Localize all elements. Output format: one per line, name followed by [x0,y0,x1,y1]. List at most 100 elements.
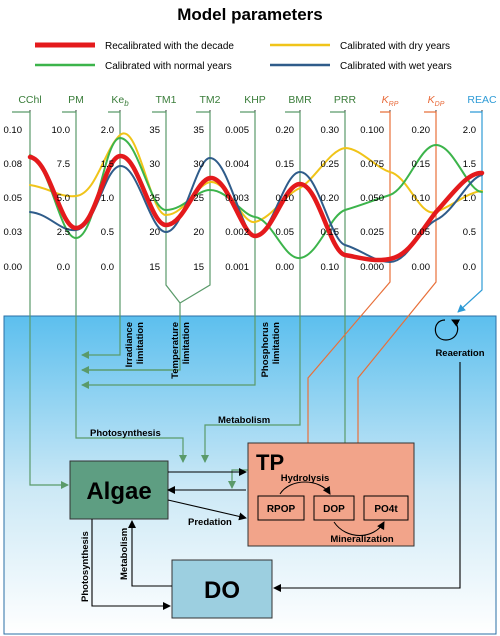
tick-khp-1: 0.004 [225,159,249,170]
dop-label: DOP [323,504,345,515]
tick-labels: 0.10 0.08 0.05 0.03 0.00 10.0 7.5 5.0 2.… [4,125,477,273]
axis-header-cchl: CChl [18,94,41,106]
tick-bmr-3: 0.05 [276,227,295,238]
tick-reac-3: 0.5 [463,227,476,238]
tick-prr-0: 0.30 [321,125,340,136]
legend-label-decade: Recalibrated with the decade [105,41,234,52]
label-photosynthesis-top: Photosynthesis [90,428,161,439]
axis-header-pm: PM [68,94,84,106]
axis-header-keb: Keb [111,94,129,108]
tick-keb-4: 0.0 [101,262,114,273]
tick-tm1-1: 30 [149,159,160,170]
axis-header-reac: REAC [467,94,497,106]
axis-header-kdp: KDP [428,94,445,108]
tick-pm-2: 5.0 [57,193,70,204]
label-metabolism-side: Metabolism [119,528,130,580]
tick-prr-4: 0.10 [321,262,340,273]
tick-tm2-2: 25 [193,193,204,204]
label-temperature-limitation: Temperaturelimitation [170,322,192,379]
legend: Recalibrated with the decade Calibrated … [35,41,452,72]
do-box [171,559,273,619]
tick-khp-4: 0.001 [225,262,249,273]
tick-keb-2: 1.0 [101,193,114,204]
label-photosynthesis-side: Photosynthesis [80,531,91,602]
po4t-box [363,495,409,521]
tick-cchl-2: 0.05 [4,193,23,204]
algae-box [69,460,169,520]
label-metabolism-top: Metabolism [218,415,270,426]
process-arrows [91,362,461,610]
tick-cchl-3: 0.03 [4,227,23,238]
tick-pm-1: 7.5 [57,159,70,170]
tick-prr-3: 0.15 [321,227,340,238]
tick-cchl-4: 0.00 [4,262,23,273]
mineralization-arrow [333,521,385,536]
tick-kdp-3: 0.05 [412,227,431,238]
tick-cchl-0: 0.10 [4,125,23,136]
tick-pm-0: 10.0 [52,125,71,136]
tick-bmr-2: 0.10 [276,193,295,204]
diagram-title: Model parameters [177,5,323,24]
orange-connectors [304,111,437,533]
tick-tm2-3: 20 [193,227,204,238]
axis-header-bmr: BMR [288,94,312,106]
label-mineralization: Mineralization [330,534,394,545]
tp-label: TP [256,450,284,475]
tick-krp-0: 0.100 [360,125,384,136]
green-connectors [12,111,346,489]
tick-prr-2: 0.20 [321,193,340,204]
tick-krp-4: 0.000 [360,262,384,273]
tick-khp-3: 0.002 [225,227,249,238]
tick-kdp-0: 0.20 [412,125,431,136]
tick-pm-3: 2.5 [57,227,70,238]
tick-bmr-4: 0.00 [276,262,295,273]
tick-prr-1: 0.25 [321,159,340,170]
axis-headers: CChl PM Keb TM1 TM2 KHP BMR PRR KRP KDP … [18,94,497,108]
tick-tm1-3: 20 [149,227,160,238]
tick-bmr-1: 0.15 [276,159,295,170]
tick-keb-0: 2.0 [101,125,114,136]
tick-reac-4: 0.0 [463,262,476,273]
tick-keb-1: 1.5 [101,159,114,170]
tick-kdp-1: 0.15 [412,159,431,170]
tick-pm-4: 0.0 [57,262,70,273]
axis-header-khp: KHP [244,94,266,106]
dop-box [313,495,355,521]
label-phosphorus-limitation: Phosphoruslimitation [260,322,282,378]
tick-tm2-1: 30 [193,159,204,170]
rpop-label: RPOP [267,504,296,515]
tick-bmr-0: 0.20 [276,125,295,136]
tick-tm2-0: 35 [193,125,204,136]
tick-tm1-4: 15 [149,262,160,273]
label-hydrolysis: Hydrolysis [281,473,330,484]
reaeration-cycle-icon [434,319,461,341]
tick-tm1-0: 35 [149,125,160,136]
label-irradiance-limitation: Irradiancelimitation [124,322,146,368]
do-label: DO [204,577,240,604]
tick-reac-1: 1.5 [463,159,476,170]
hydrolysis-arrow [279,481,331,495]
tick-krp-2: 0.050 [360,193,384,204]
blue-connector [457,111,483,313]
tick-cchl-1: 0.08 [4,159,23,170]
tick-khp-0: 0.005 [225,125,249,136]
legend-label-wet: Calibrated with wet years [340,61,452,72]
axis-header-tm1: TM1 [156,94,177,106]
tick-krp-3: 0.025 [360,227,384,238]
tick-tm1-2: 25 [149,193,160,204]
tick-khp-2: 0.003 [225,193,249,204]
tick-kdp-2: 0.10 [412,193,431,204]
axis-header-prr: PRR [334,94,357,106]
tick-kdp-4: 0.00 [412,262,431,273]
algae-label: Algae [86,478,151,505]
tp-box [247,442,415,547]
tick-reac-0: 2.0 [463,125,476,136]
tick-tm2-4: 15 [193,262,204,273]
tick-krp-1: 0.075 [360,159,384,170]
label-reaeration: Reaeration [435,348,484,359]
parameter-curves [27,132,485,263]
tick-keb-3: 0.5 [101,227,114,238]
label-predation: Predation [188,517,232,528]
axis-header-krp: KRP [382,94,399,108]
